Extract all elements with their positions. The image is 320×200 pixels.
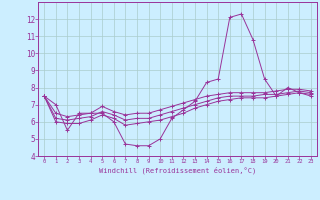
X-axis label: Windchill (Refroidissement éolien,°C): Windchill (Refroidissement éolien,°C) <box>99 167 256 174</box>
